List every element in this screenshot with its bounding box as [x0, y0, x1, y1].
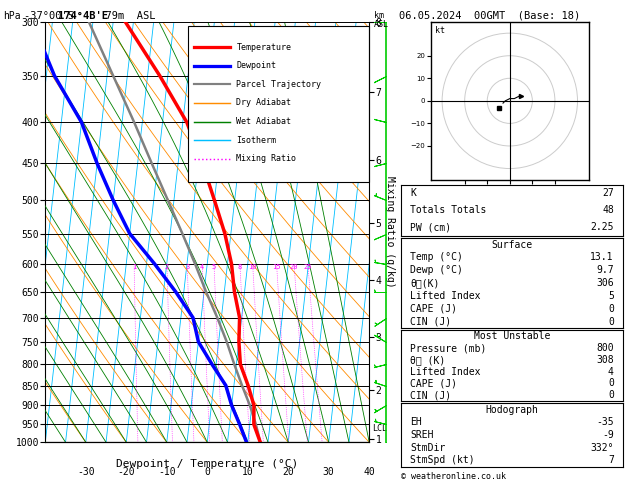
Text: © weatheronline.co.uk: © weatheronline.co.uk — [401, 472, 506, 481]
Text: CAPE (J): CAPE (J) — [410, 304, 457, 314]
Y-axis label: Mixing Ratio (g/kg): Mixing Ratio (g/kg) — [385, 176, 395, 288]
Text: 306: 306 — [596, 278, 614, 288]
Text: Parcel Trajectory: Parcel Trajectory — [237, 80, 321, 89]
Text: 10: 10 — [242, 468, 253, 477]
Text: 0: 0 — [608, 316, 614, 327]
Text: 30: 30 — [323, 468, 335, 477]
Text: kt: kt — [435, 26, 445, 35]
Text: hPa: hPa — [3, 11, 21, 21]
Text: 9.7: 9.7 — [596, 265, 614, 275]
Text: Mixing Ratio: Mixing Ratio — [237, 154, 296, 163]
Text: km
ASL: km ASL — [374, 11, 389, 29]
Text: Dewp (°C): Dewp (°C) — [410, 265, 463, 275]
Text: -20: -20 — [118, 468, 135, 477]
Text: EH: EH — [410, 417, 422, 427]
Text: 06.05.2024  00GMT  (Base: 18): 06.05.2024 00GMT (Base: 18) — [399, 11, 581, 21]
Text: 5: 5 — [212, 264, 216, 270]
Text: 308: 308 — [596, 355, 614, 365]
Text: θᴪ(K): θᴪ(K) — [410, 278, 440, 288]
Text: Temperature: Temperature — [237, 43, 291, 52]
Text: 3: 3 — [185, 264, 189, 270]
X-axis label: Dewpoint / Temperature (°C): Dewpoint / Temperature (°C) — [116, 459, 298, 469]
Text: 1: 1 — [132, 264, 136, 270]
Text: Dry Adiabat: Dry Adiabat — [237, 99, 291, 107]
Text: -37°00'S: -37°00'S — [24, 11, 86, 21]
Text: 0: 0 — [204, 468, 210, 477]
Text: 20: 20 — [282, 468, 294, 477]
Text: 0: 0 — [608, 304, 614, 314]
Text: 20: 20 — [290, 264, 298, 270]
Text: Totals Totals: Totals Totals — [410, 205, 487, 215]
Text: Wet Adiabat: Wet Adiabat — [237, 117, 291, 126]
Text: StmSpd (kt): StmSpd (kt) — [410, 455, 475, 465]
Text: 2.25: 2.25 — [591, 222, 614, 232]
Text: Dewpoint: Dewpoint — [237, 61, 276, 70]
Text: 7: 7 — [608, 455, 614, 465]
Text: SREH: SREH — [410, 430, 433, 440]
Text: 2: 2 — [165, 264, 169, 270]
Text: 27: 27 — [602, 188, 614, 198]
Text: K: K — [410, 188, 416, 198]
Text: LCL: LCL — [372, 423, 387, 433]
Text: CIN (J): CIN (J) — [410, 390, 451, 400]
Text: 0: 0 — [608, 378, 614, 388]
Text: 40: 40 — [364, 468, 375, 477]
Text: 13.1: 13.1 — [591, 252, 614, 262]
Text: -30: -30 — [77, 468, 94, 477]
Text: -35: -35 — [596, 417, 614, 427]
Text: 4: 4 — [608, 366, 614, 377]
Text: Pressure (mb): Pressure (mb) — [410, 343, 487, 353]
Text: 79m  ASL: 79m ASL — [93, 11, 155, 21]
Text: Surface: Surface — [491, 240, 533, 250]
Text: θᴪ (K): θᴪ (K) — [410, 355, 445, 365]
Text: StmDir: StmDir — [410, 443, 445, 452]
Text: Temp (°C): Temp (°C) — [410, 252, 463, 262]
Text: 48: 48 — [602, 205, 614, 215]
Text: -9: -9 — [602, 430, 614, 440]
Text: CIN (J): CIN (J) — [410, 316, 451, 327]
Text: 800: 800 — [596, 343, 614, 353]
Text: CAPE (J): CAPE (J) — [410, 378, 457, 388]
Text: 10: 10 — [248, 264, 257, 270]
Text: 25: 25 — [304, 264, 312, 270]
Text: 0: 0 — [608, 390, 614, 400]
Text: Hodograph: Hodograph — [486, 405, 538, 415]
Text: 174°4B'E: 174°4B'E — [58, 11, 108, 21]
Bar — [188, 26, 369, 182]
Text: 5: 5 — [608, 291, 614, 301]
Text: -10: -10 — [158, 468, 175, 477]
Text: Lifted Index: Lifted Index — [410, 366, 481, 377]
Text: 332°: 332° — [591, 443, 614, 452]
Text: PW (cm): PW (cm) — [410, 222, 451, 232]
Text: 15: 15 — [272, 264, 281, 270]
Text: Isotherm: Isotherm — [237, 136, 276, 145]
Text: Lifted Index: Lifted Index — [410, 291, 481, 301]
Text: 8: 8 — [238, 264, 242, 270]
Text: Most Unstable: Most Unstable — [474, 331, 550, 341]
Text: 4: 4 — [200, 264, 204, 270]
